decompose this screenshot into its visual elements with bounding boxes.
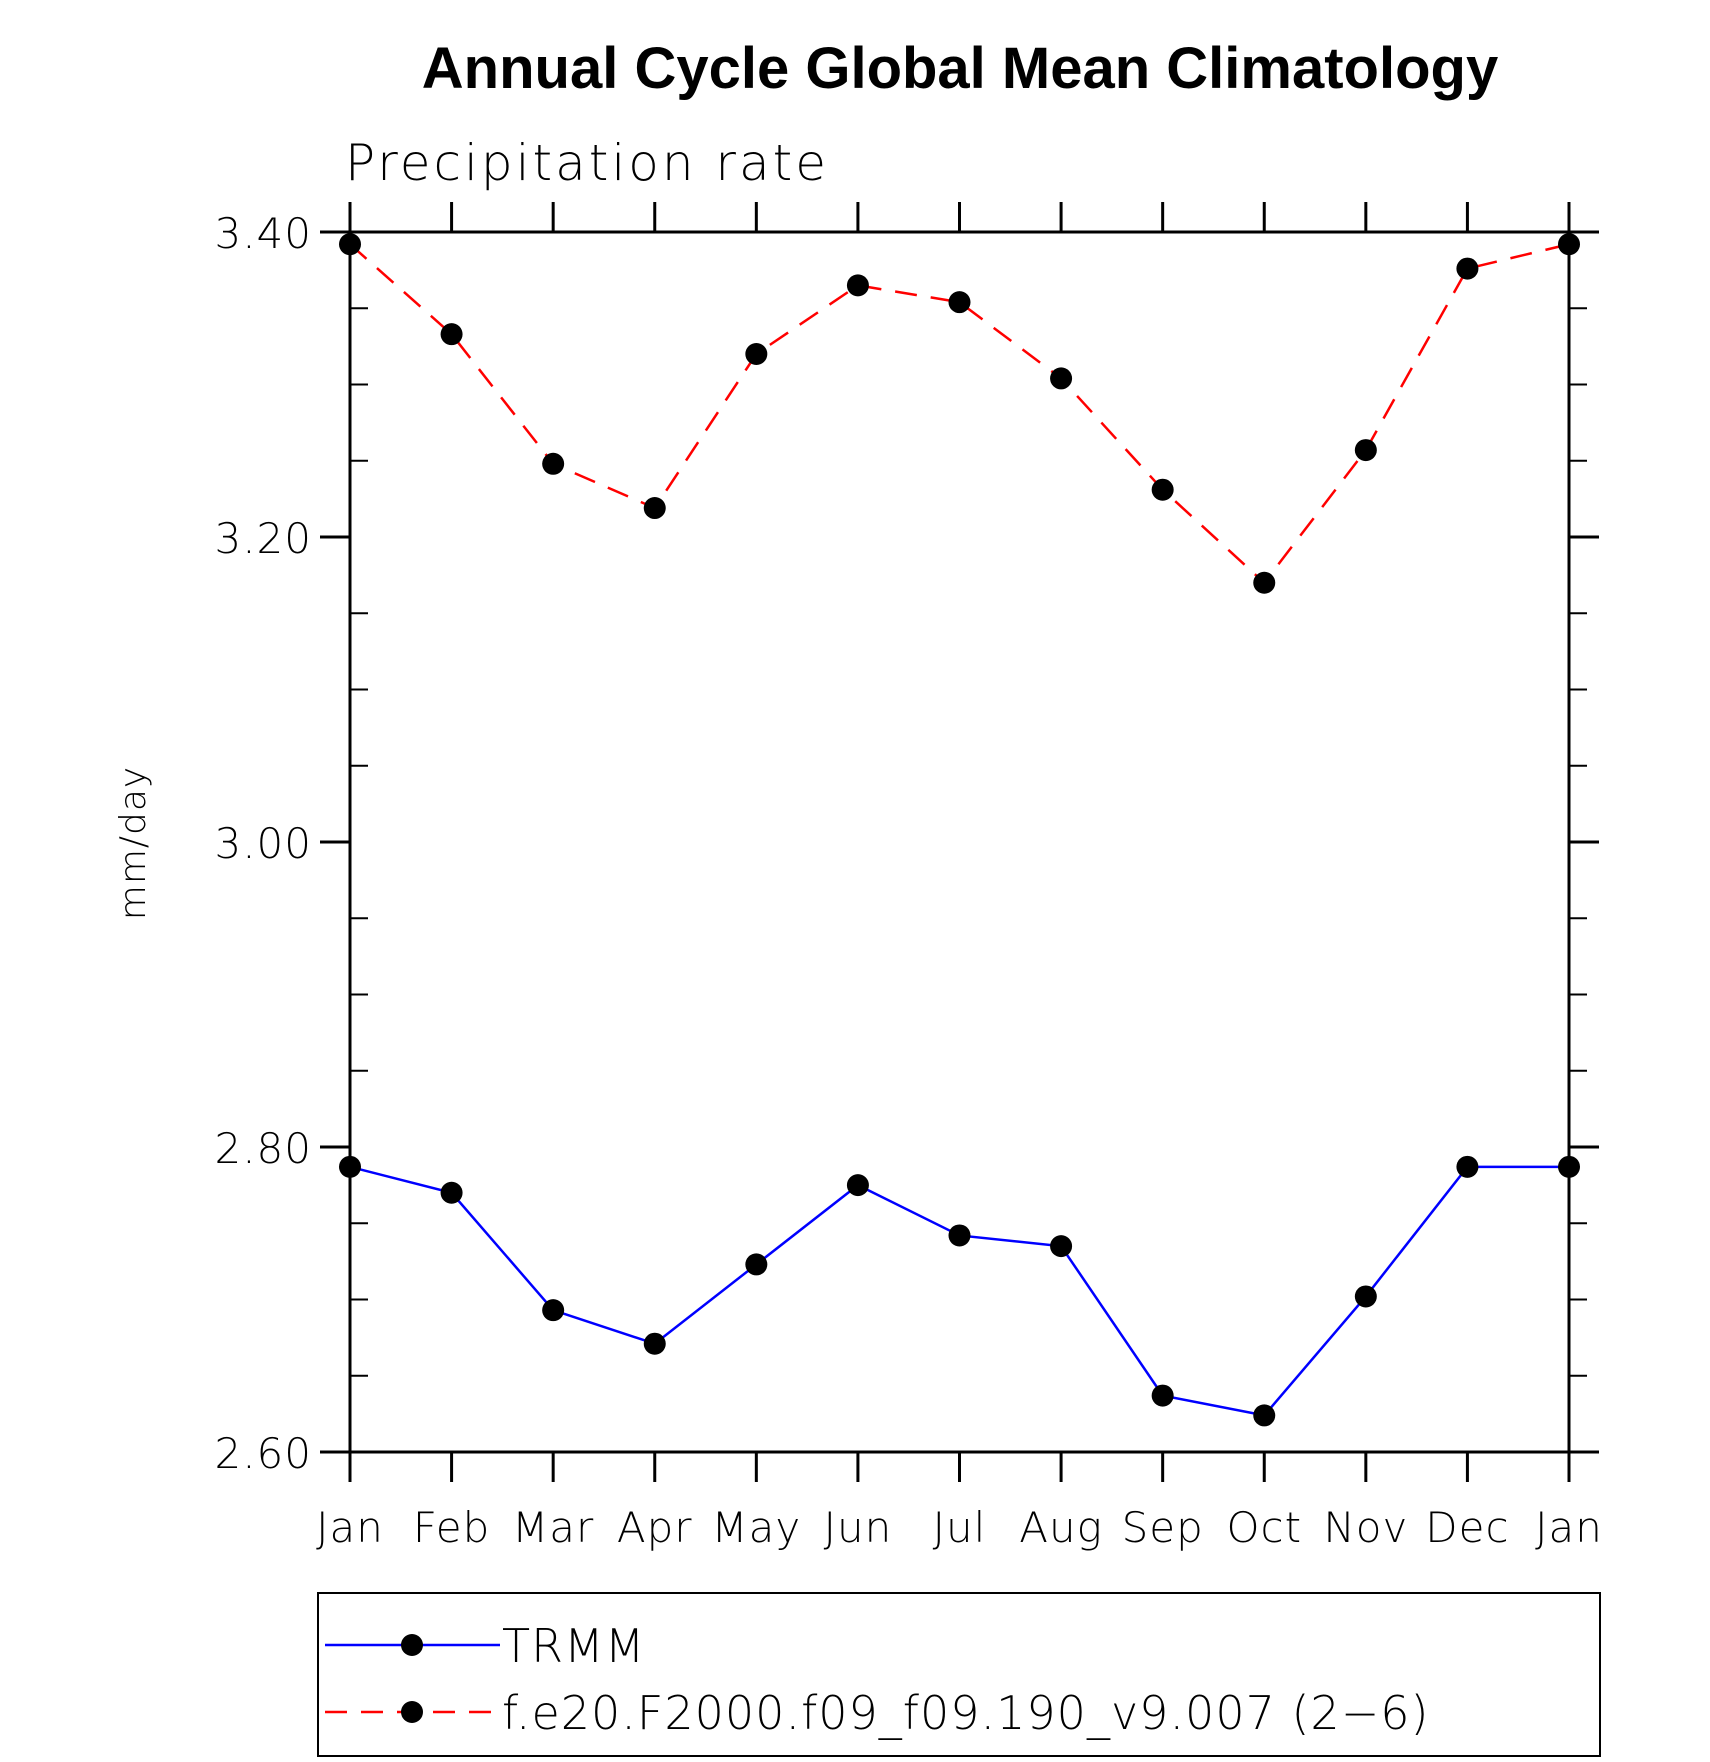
x-tick-label: Jan xyxy=(316,1503,384,1552)
chart-subtitle: Precipitation rate xyxy=(345,134,829,192)
data-point xyxy=(1354,1285,1377,1308)
data-point xyxy=(1253,571,1276,594)
data-point xyxy=(1456,257,1479,280)
data-point xyxy=(1151,478,1174,501)
legend: TRMM f.e20.F2000.f09_f09.190_v9.007 (2−6) xyxy=(317,1592,1601,1757)
y-tick-label: 2.60 xyxy=(214,1429,312,1478)
data-point xyxy=(1050,367,1073,390)
data-point xyxy=(745,1253,768,1276)
legend-label: f.e20.F2000.f09_f09.190_v9.007 (2−6) xyxy=(502,1686,1429,1740)
x-tick-label: Jan xyxy=(1535,1503,1603,1552)
y-tick-label: 2.80 xyxy=(214,1124,312,1173)
data-point xyxy=(643,497,666,520)
data-point xyxy=(339,1155,361,1178)
axes-ticks: Jan Feb Mar Apr May Jun Jul Aug Sep Oct Nov Dec Jan2… xyxy=(214,202,1602,1552)
x-tick-label: Dec xyxy=(1425,1503,1509,1552)
data-point xyxy=(339,233,361,256)
legend-label: TRMM xyxy=(502,1619,645,1673)
data-point xyxy=(948,1224,971,1247)
chart-title: Annual Cycle Global Mean Climatology xyxy=(422,36,1498,101)
data-point xyxy=(1354,439,1377,462)
x-tick-label: Jun xyxy=(824,1503,893,1552)
x-tick-label: Mar xyxy=(512,1503,594,1552)
data-series xyxy=(339,233,1580,1427)
data-point xyxy=(745,343,768,365)
x-tick-label: Apr xyxy=(617,1503,693,1552)
x-tick-label: Nov xyxy=(1323,1503,1408,1552)
data-point xyxy=(1253,1404,1276,1427)
data-point xyxy=(846,274,869,297)
x-tick-label: Aug xyxy=(1019,1503,1103,1552)
data-point xyxy=(1050,1235,1073,1258)
data-point xyxy=(542,1299,565,1322)
data-point xyxy=(542,452,565,475)
data-point xyxy=(643,1332,666,1355)
x-tick-label: Jul xyxy=(933,1503,987,1552)
data-point xyxy=(440,323,463,346)
legend-box xyxy=(317,1592,1601,1757)
y-axis-label: mm/day xyxy=(113,766,154,920)
data-point xyxy=(1558,1155,1580,1178)
data-point xyxy=(846,1174,869,1197)
legend-marker xyxy=(401,1634,423,1656)
data-point xyxy=(1456,1155,1479,1178)
x-tick-label: Sep xyxy=(1122,1503,1204,1552)
y-tick-label: 3.00 xyxy=(214,819,312,868)
y-tick-label: 3.40 xyxy=(214,209,312,258)
data-point xyxy=(440,1181,463,1204)
y-tick-label: 3.20 xyxy=(214,514,312,563)
data-point xyxy=(948,291,971,314)
legend-marker xyxy=(401,1701,423,1723)
data-point xyxy=(1151,1384,1174,1407)
series-line xyxy=(349,1165,1569,1417)
data-point xyxy=(1558,233,1580,256)
x-tick-label: Feb xyxy=(413,1503,490,1552)
x-tick-label: Oct xyxy=(1226,1503,1302,1552)
x-tick-label: May xyxy=(711,1503,801,1552)
